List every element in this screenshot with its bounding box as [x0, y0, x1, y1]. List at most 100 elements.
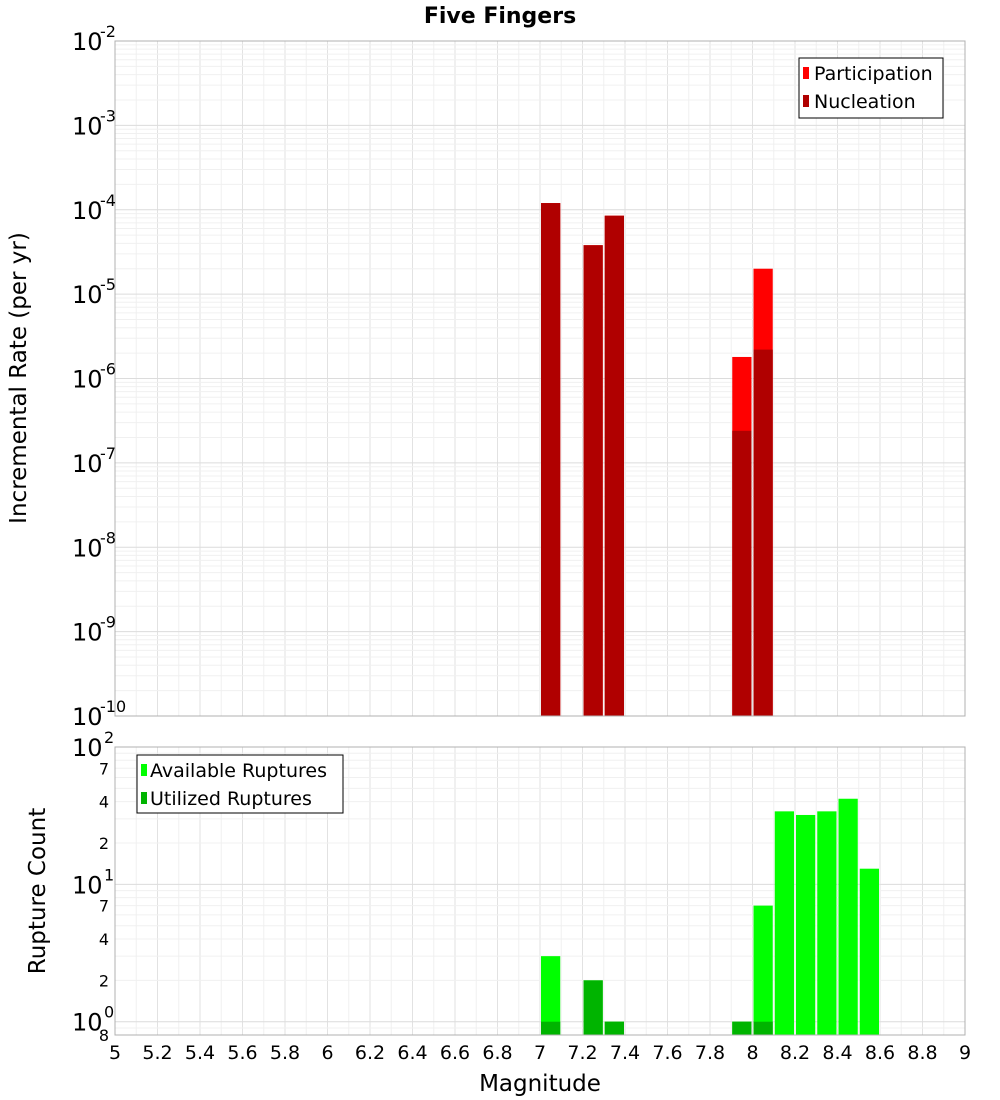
- top-plot-frame: [114, 40, 966, 717]
- bar-available-ruptures-8-35: [817, 811, 837, 1035]
- top-y-axis-label: Incremental Rate (per yr): [6, 232, 32, 524]
- bottom-legend: Available Ruptures Utilized Ruptures: [136, 754, 344, 814]
- top-y-tick-exponent: -7: [100, 444, 116, 463]
- x-tick-label: 7.2: [567, 1042, 597, 1064]
- x-tick-label: 8: [746, 1042, 758, 1064]
- bottom-y-minor-tick-label: 2: [99, 971, 109, 990]
- bar-nucleation-8-05: [753, 349, 773, 716]
- x-tick-label: 8.8: [907, 1042, 937, 1064]
- top-y-tick-label: 10-5: [72, 275, 116, 309]
- legend-label-available-ruptures: Available Ruptures: [150, 760, 327, 782]
- bar-utilized-ruptures-7-95: [732, 1021, 752, 1035]
- bar-utilized-ruptures-7-35: [604, 1021, 624, 1035]
- top-y-tick-base: 10: [72, 450, 103, 478]
- bar-available-ruptures-8-45: [838, 798, 858, 1035]
- legend-swatch-participation: [803, 67, 809, 79]
- bottom-y-minor-tick-label: 4: [99, 930, 109, 949]
- top-y-tick-exponent: -3: [100, 106, 116, 125]
- top-y-tick-label: 10-9: [72, 613, 116, 647]
- top-bars: [541, 203, 773, 717]
- top-y-tick-base: 10: [72, 197, 103, 225]
- bottom-bars: [541, 798, 879, 1035]
- bottom-y-minor-tick-label: 7: [99, 897, 109, 916]
- x-tick-label: 5.6: [227, 1042, 257, 1064]
- top-y-tick-base: 10: [72, 28, 103, 56]
- bar-utilized-ruptures-8-05: [753, 1021, 773, 1035]
- bottom-plot-frame: [114, 746, 966, 1036]
- bottom-y-axis-label: Rupture Count: [25, 808, 51, 974]
- bottom-y-tick-exponent: 1: [104, 865, 114, 884]
- top-y-tick-base: 10: [72, 703, 103, 731]
- top-y-tick-label: 10-4: [72, 191, 116, 225]
- x-tick-label: 7.4: [610, 1042, 640, 1064]
- bar-available-ruptures-8-05: [753, 905, 773, 1035]
- bottom-y-minor-tick-label: 8: [99, 1026, 109, 1045]
- x-tick-label: 5.8: [270, 1042, 300, 1064]
- x-tick-label: 7.6: [652, 1042, 682, 1064]
- x-tick-label: 5.4: [185, 1042, 215, 1064]
- top-y-tick-label: 10-10: [72, 697, 126, 731]
- legend-swatch-available-ruptures: [141, 764, 147, 776]
- bar-nucleation-7-35: [604, 215, 624, 717]
- x-tick-label: 8.4: [822, 1042, 852, 1064]
- bottom-y-tick-base: 10: [72, 1009, 103, 1037]
- x-tick-label: 7.8: [695, 1042, 725, 1064]
- top-y-tick-base: 10: [72, 534, 103, 562]
- x-tick-label: 6.4: [397, 1042, 427, 1064]
- x-tick-label: 8.2: [780, 1042, 810, 1064]
- bottom-y-minor-tick-label: 2: [99, 834, 109, 853]
- x-tick-label: 5.2: [142, 1042, 172, 1064]
- x-tick-label: 6: [321, 1042, 333, 1064]
- x-tick-label: 8.6: [865, 1042, 895, 1064]
- x-tick-label: 6.6: [440, 1042, 470, 1064]
- top-y-tick-label: 10-6: [72, 360, 116, 394]
- bottom-y-minor-tick-label: 4: [99, 793, 109, 812]
- top-y-tick-label: 10-8: [72, 528, 116, 562]
- bar-utilized-ruptures-7-05: [541, 1021, 561, 1035]
- top-y-tick-base: 10: [72, 281, 103, 309]
- bottom-y-tick-label: 10 1: [72, 865, 114, 899]
- top-y-tick-base: 10: [72, 619, 103, 647]
- bar-nucleation-7-25: [583, 245, 603, 717]
- bar-available-ruptures-8-15: [774, 811, 794, 1035]
- bar-nucleation-7-05: [541, 203, 561, 716]
- bottom-y-minor-tick-label: 7: [99, 759, 109, 778]
- top-y-tick-exponent: -9: [100, 613, 116, 632]
- top-y-tick-label: 10-3: [72, 106, 116, 140]
- top-y-tick-base: 10: [72, 112, 103, 140]
- bar-nucleation-7-95: [732, 430, 752, 716]
- bottom-y-tick-exponent: 0: [104, 1003, 114, 1022]
- x-ticks: 5 5.2 5.4 5.6 5.8 6 6.2 6.4 6.6 6.8 7 7.2 7.4 7.6 7.8 8…: [109, 1042, 971, 1064]
- bar-available-ruptures-8-25: [796, 814, 816, 1035]
- bottom-y-tick-label: 10 0: [72, 1003, 114, 1037]
- legend-swatch-utilized-ruptures: [141, 792, 147, 804]
- top-y-tick-exponent: -4: [100, 191, 116, 210]
- legend-label-utilized-ruptures: Utilized Ruptures: [150, 788, 312, 810]
- bottom-y-tick-base: 10: [72, 871, 103, 899]
- chart-title: Five Fingers: [424, 4, 576, 29]
- top-y-tick-exponent: -6: [100, 360, 116, 379]
- x-axis-label: Magnitude: [479, 1071, 601, 1097]
- bottom-legend-box: [136, 754, 344, 814]
- top-y-tick-exponent: -2: [100, 22, 116, 41]
- legend-swatch-nucleation: [803, 95, 809, 107]
- x-tick-label: 5: [109, 1042, 121, 1064]
- bar-utilized-ruptures-7-25: [583, 980, 603, 1035]
- x-tick-label: 7: [534, 1042, 546, 1064]
- bar-available-ruptures-8-55: [859, 868, 879, 1035]
- top-y-tick-base: 10: [72, 366, 103, 394]
- top-y-tick-exponent: -10: [100, 697, 126, 716]
- top-y-tick-label: 10-7: [72, 444, 116, 478]
- legend-label-nucleation: Nucleation: [814, 91, 916, 113]
- top-grid: [114, 41, 966, 717]
- x-tick-label: 9: [959, 1042, 971, 1064]
- top-legend: Participation Nucleation: [798, 57, 944, 119]
- top-y-tick-label: 10-2: [72, 22, 116, 56]
- top-y-tick-exponent: -5: [100, 275, 116, 294]
- bar-available-ruptures-7-05: [541, 956, 561, 1035]
- x-tick-label: 6.2: [355, 1042, 385, 1064]
